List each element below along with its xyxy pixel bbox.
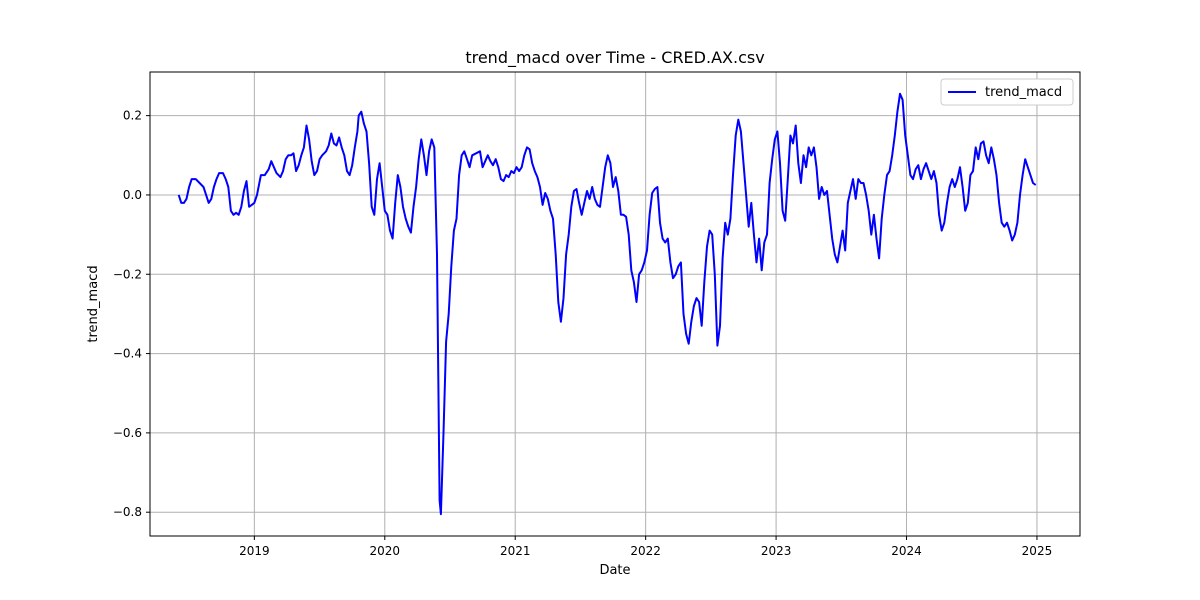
grid-layer	[150, 72, 1080, 536]
y-tick-label: 0.0	[123, 188, 142, 202]
x-tick-label: 2024	[891, 544, 922, 558]
y-tick-label: −0.8	[113, 505, 142, 519]
legend: trend_macd	[940, 78, 1074, 106]
x-tick-label: 2022	[630, 544, 661, 558]
legend-label-trend-macd: trend_macd	[985, 85, 1062, 100]
y-tick-label: −0.6	[113, 426, 142, 440]
x-axis-label: Date	[599, 563, 630, 578]
x-tick-label: 2023	[761, 544, 792, 558]
y-axis-ticks: −0.8 −0.6 −0.4 −0.2 0.0 0.2	[113, 109, 150, 519]
plot-frame	[149, 71, 1081, 537]
series-line-trend-macd	[177, 92, 1037, 516]
y-tick-label: 0.2	[123, 109, 142, 123]
y-tick-label: −0.4	[113, 347, 142, 361]
y-axis-label: trend_macd	[86, 265, 101, 342]
x-tick-label: 2025	[1022, 544, 1053, 558]
x-axis-ticks: 2019 2020 2021 2022 2023 2024 2025	[239, 536, 1052, 558]
legend-box	[940, 78, 1074, 106]
x-tick-label: 2021	[500, 544, 531, 558]
x-tick-label: 2020	[370, 544, 401, 558]
chart-title: trend_macd over Time - CRED.AX.csv	[465, 48, 764, 68]
series-layer	[177, 92, 1037, 516]
x-tick-label: 2019	[239, 544, 270, 558]
y-tick-label: −0.2	[113, 267, 142, 281]
